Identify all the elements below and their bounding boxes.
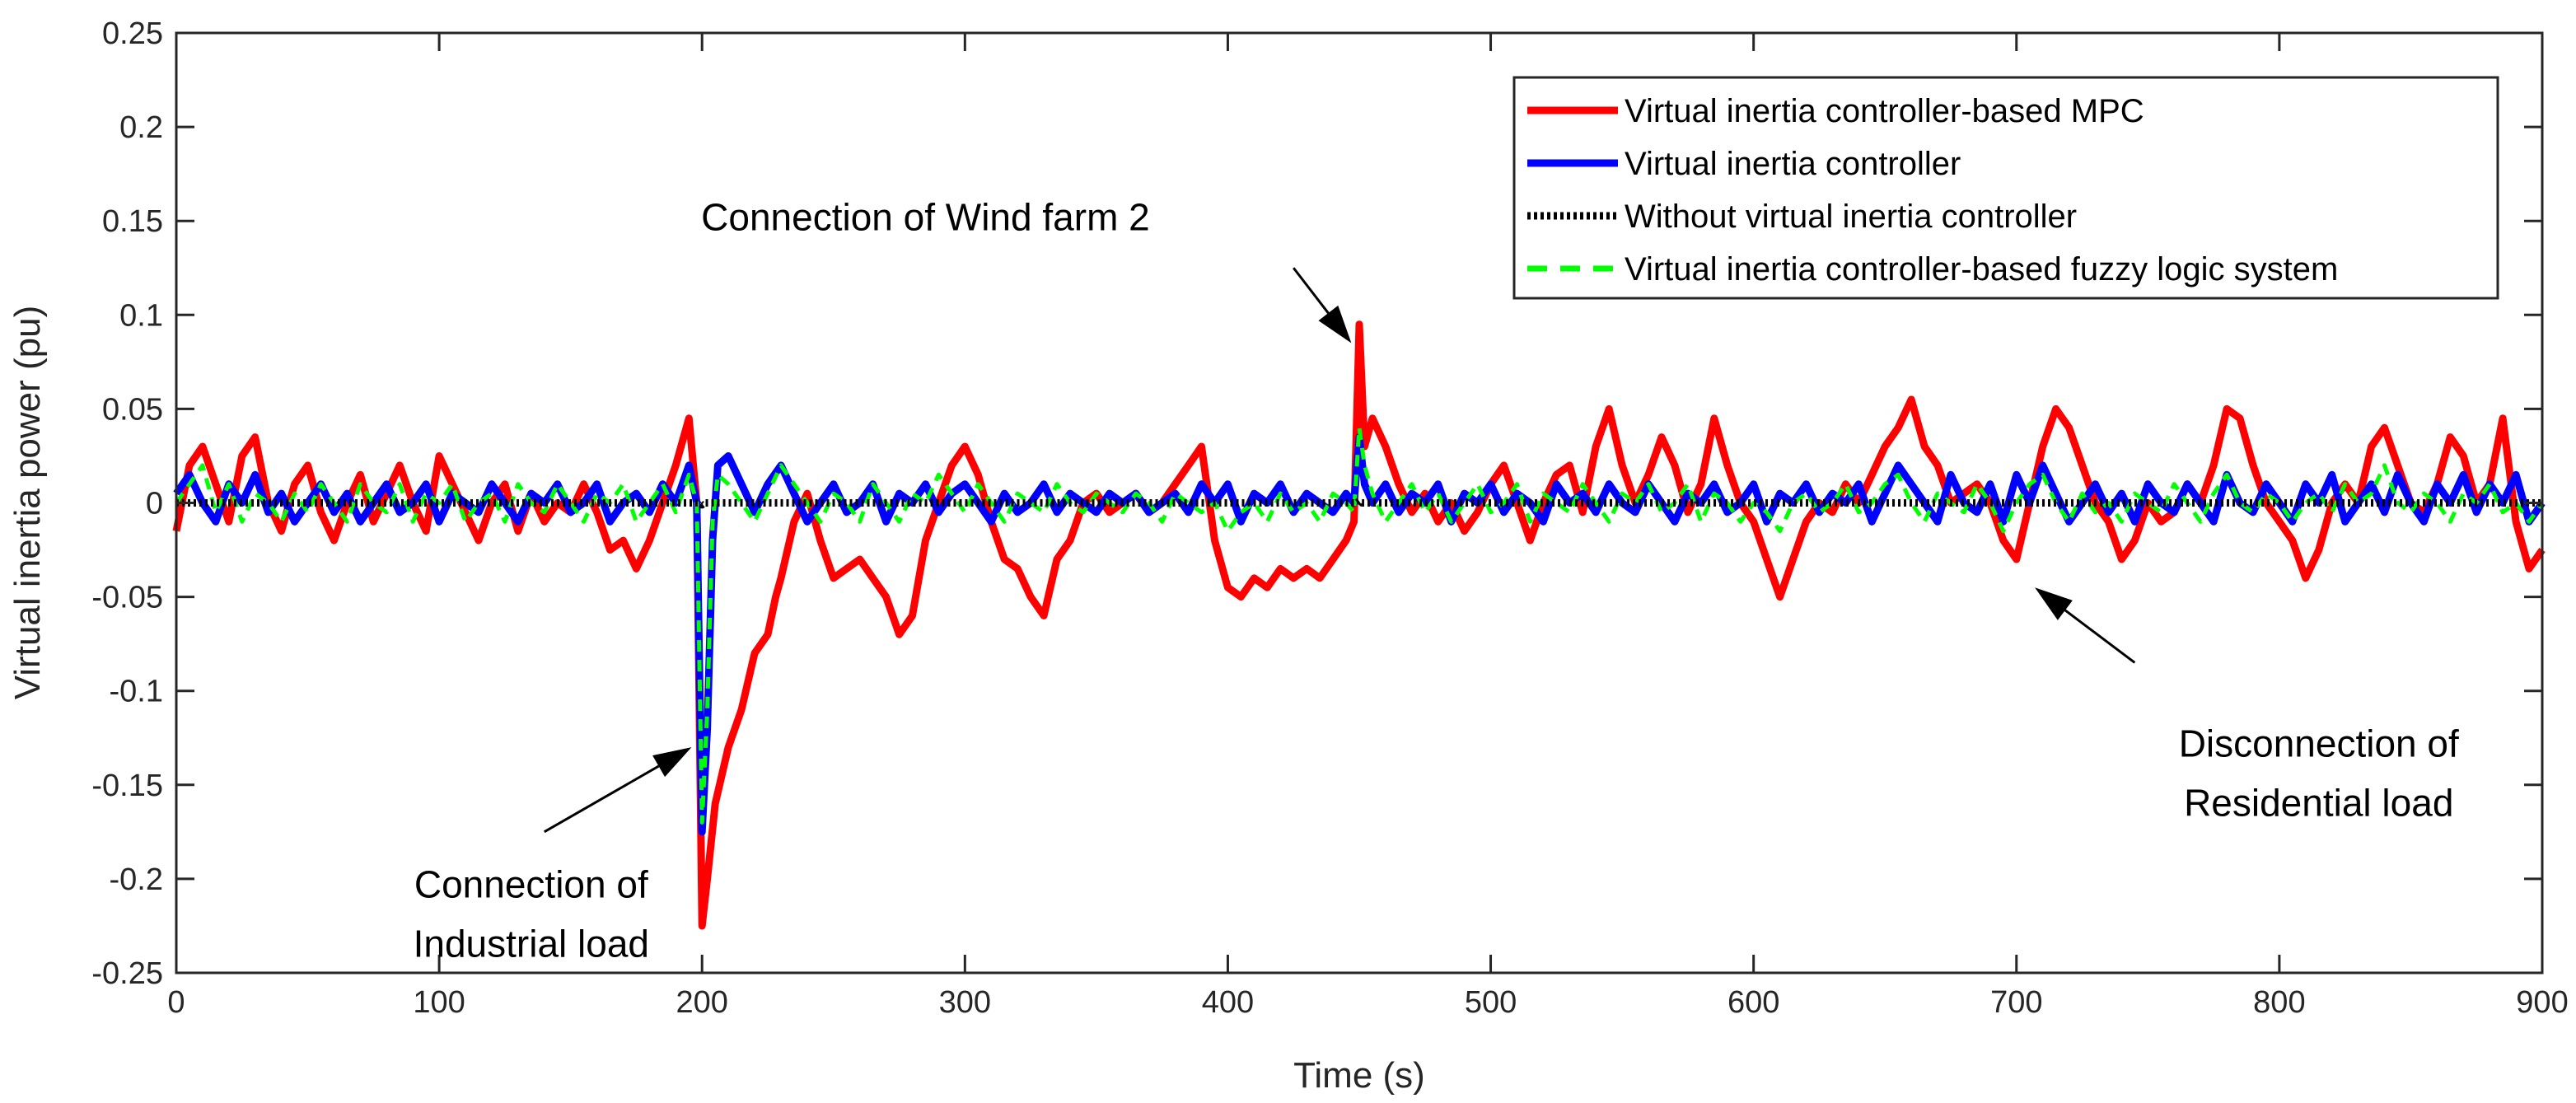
series-line-virtual-inertia-controller-based-mpc (172, 320, 2546, 930)
annotation-text: Connection of Wind farm 2 (701, 196, 1150, 239)
y-tick-label: -0.2 (110, 862, 163, 897)
annotation-text: Connection of (414, 863, 648, 906)
x-tick-label: 600 (1727, 985, 1779, 1020)
x-tick-label: 500 (1465, 985, 1517, 1020)
annotation-arrow-head (1318, 305, 1352, 344)
x-tick-label: 0 (167, 985, 185, 1020)
legend: Virtual inertia controller-based MPC Virt… (1512, 76, 2499, 300)
annotation-text: Disconnection of (2179, 722, 2459, 765)
annotation-2: Connection of Industrial load (414, 747, 692, 965)
series-layer (172, 320, 2546, 930)
annotation-arrow-head (2035, 587, 2073, 620)
y-tick-label: 0 (146, 487, 163, 521)
x-tick-label: 300 (939, 985, 991, 1020)
ticks-layer: 0 100 200 300 400 500 600 700 800 900 0.25 0.2 0.15 0… (91, 16, 2568, 1020)
annotation-arrow-shaft (2064, 609, 2136, 664)
annotation-text: Industrial load (414, 923, 649, 965)
x-tick-label: 700 (1990, 985, 2042, 1020)
y-tick-label: 0.1 (119, 298, 163, 333)
legend-label-without-virtual-inertia-controller: Without virtual inertia controller (1625, 199, 2077, 235)
y-tick-label: -0.25 (91, 956, 163, 991)
series-line-virtual-inertia-controller-based-fuzzy-logic-system (174, 425, 2545, 825)
annotation-arrow-head (652, 747, 692, 778)
y-tick-label: 0.05 (102, 392, 163, 427)
annotations-layer: Connection of Wind farm 2 Connection of In… (414, 196, 2459, 965)
y-tick-label: 0.25 (102, 16, 163, 51)
annotation-3: Disconnection of Residential load (2035, 587, 2459, 825)
annotation-text: Residential load (2184, 782, 2453, 825)
y-tick-label: 0.2 (119, 110, 163, 145)
legend-label-virtual-inertia-controller: Virtual inertia controller (1625, 146, 1961, 182)
x-tick-label: 900 (2516, 985, 2568, 1020)
x-tick-label: 100 (413, 985, 465, 1020)
x-tick-label: 400 (1202, 985, 1254, 1020)
annotation-1: Connection of Wind farm 2 (701, 196, 1352, 344)
x-axis-label: Time (s) (1293, 1055, 1425, 1096)
y-axis-label: Virtual inertia power (pu) (7, 306, 48, 700)
legend-box (1512, 76, 2499, 300)
annotation-arrow-shaft (1293, 267, 1330, 314)
y-tick-label: -0.05 (91, 581, 163, 615)
y-tick-label: -0.15 (91, 769, 163, 803)
y-tick-label: 0.15 (102, 204, 163, 239)
legend-label-virtual-inertia-controller-based-mpc: Virtual inertia controller-based MPC (1625, 93, 2144, 129)
annotation-arrow-shaft (544, 764, 660, 834)
x-tick-label: 800 (2253, 985, 2305, 1020)
legend-label-virtual-inertia-controller-based-fuzzy-logic-system: Virtual inertia controller-based fuzzy l… (1625, 251, 2338, 287)
y-tick-label: -0.1 (110, 675, 163, 709)
x-tick-label: 200 (676, 985, 728, 1020)
